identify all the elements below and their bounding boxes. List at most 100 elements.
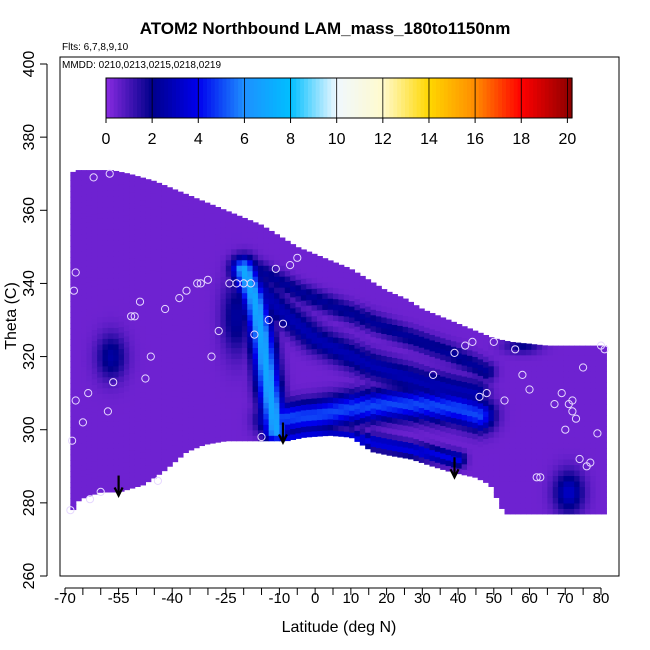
heat-cell (177, 191, 184, 195)
heat-cell (343, 348, 350, 355)
heat-cell (166, 187, 173, 193)
heat-cell (86, 413, 93, 420)
heat-cell (306, 299, 313, 306)
heat-cell (279, 259, 286, 266)
heat-cell (102, 426, 109, 433)
sample-point (85, 495, 95, 504)
sample-point (135, 297, 145, 306)
heat-cell (574, 469, 581, 477)
heat-cell (188, 224, 195, 231)
heat-cell (472, 433, 479, 440)
heat-cell (225, 243, 232, 250)
heat-cell (574, 502, 581, 509)
heat-cell (440, 425, 447, 432)
heat-cell (558, 365, 565, 372)
heat-cell (215, 222, 222, 229)
heat-cell (188, 411, 195, 418)
heat-cell (102, 288, 109, 295)
heat-cell (81, 278, 88, 285)
heat-cell (199, 313, 205, 320)
heat-cell (172, 247, 179, 254)
heat-cell (354, 402, 361, 409)
heat-cell (231, 374, 238, 381)
heat-cell (102, 409, 109, 416)
heat-cell (542, 442, 548, 449)
heat-cell (129, 389, 136, 396)
heat-cell (333, 391, 339, 398)
heat-cell (81, 355, 88, 362)
heat-cell (472, 444, 479, 451)
heat-cell (81, 311, 88, 318)
heat-cell (333, 320, 339, 327)
heat-cell (579, 491, 586, 498)
heat-cell (150, 203, 157, 210)
heat-cell (182, 293, 189, 300)
heat-cell (75, 281, 82, 288)
heat-cell (145, 212, 152, 219)
heat-cell (145, 432, 152, 439)
heat-cell (107, 310, 114, 317)
heat-cell (225, 298, 232, 305)
heat-cell (199, 434, 205, 441)
heat-cell (209, 333, 216, 340)
heat-cell (306, 321, 313, 328)
heat-cell (381, 404, 388, 411)
heat-cell (102, 376, 109, 383)
heat-cell (70, 240, 77, 247)
heat-cell (161, 459, 168, 466)
heat-cell (204, 301, 211, 308)
heat-cell (359, 302, 366, 309)
heat-cell (86, 435, 93, 442)
colorbar-segment (152, 78, 158, 118)
heat-cell (134, 234, 141, 241)
heat-cell (166, 356, 173, 363)
heat-cell (97, 475, 104, 482)
heat-cell (118, 425, 125, 432)
heat-cell (391, 434, 398, 441)
heat-cell (166, 230, 173, 237)
heat-cell (467, 448, 473, 455)
heat-cell (268, 391, 275, 398)
heat-cell (145, 399, 152, 406)
heat-cell (220, 309, 227, 316)
heat-cell (140, 358, 146, 365)
heat-cell (113, 234, 120, 241)
heat-cell (166, 427, 173, 434)
heat-cell (402, 441, 409, 448)
arrow (277, 422, 288, 445)
heat-cell (488, 343, 495, 350)
heat-cell (343, 354, 350, 361)
heat-cell (123, 198, 130, 205)
heat-cell (70, 191, 77, 198)
heat-cell (274, 287, 280, 294)
heat-cell (327, 287, 334, 294)
heat-cell (268, 276, 275, 283)
heat-cell (397, 446, 404, 453)
heat-cell (477, 441, 484, 448)
heat-cell (424, 359, 431, 367)
heat-cell (450, 379, 457, 386)
y-tick-label: 260 (21, 563, 38, 590)
heat-cell (520, 448, 527, 455)
heat-cell (290, 379, 297, 386)
heat-cell (140, 194, 146, 201)
heat-cell (81, 393, 88, 400)
heat-cell (70, 454, 77, 461)
heat-cell (499, 415, 506, 422)
heat-cell (531, 448, 538, 455)
heat-cell (134, 382, 141, 389)
heat-cell (354, 337, 361, 344)
heat-cell (274, 435, 280, 442)
heat-cell (172, 307, 179, 315)
heat-cell (145, 201, 152, 208)
heat-cell (75, 341, 82, 348)
heat-cell (247, 287, 254, 294)
heat-cell (102, 393, 109, 400)
colorbar-tick-label: 14 (420, 131, 438, 148)
heat-cell (509, 475, 516, 482)
heat-cell (413, 394, 420, 401)
heat-cell (91, 367, 98, 374)
heat-cell (268, 396, 275, 403)
heat-cell (97, 393, 104, 400)
heat-cell (257, 237, 264, 244)
